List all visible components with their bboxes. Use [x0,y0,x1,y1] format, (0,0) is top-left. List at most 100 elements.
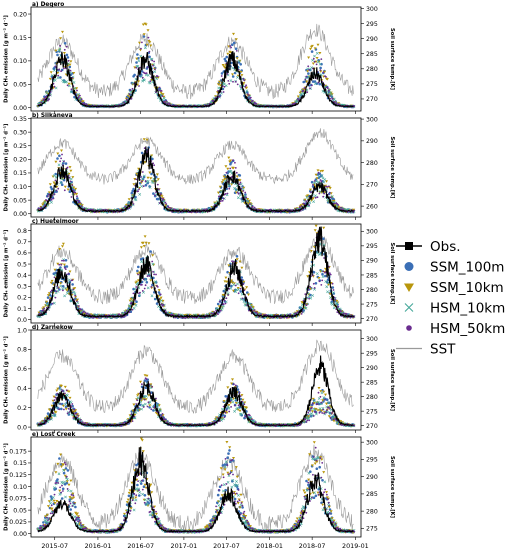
point [135,61,138,64]
point [323,192,325,195]
point [69,177,73,181]
point [135,66,138,69]
point [128,299,132,303]
point [144,241,148,245]
point [79,201,81,204]
point [222,91,225,93]
point [239,290,242,293]
point [304,293,307,295]
point [46,294,50,297]
point [349,316,352,319]
point [232,283,236,287]
point [56,262,60,266]
point [160,303,163,306]
sst-line [37,236,354,305]
point [239,70,243,74]
point [141,41,143,44]
obs-line [37,226,354,319]
point [54,271,57,275]
point [151,157,154,161]
point [304,306,308,310]
point [63,67,65,70]
point [331,291,335,295]
point [132,306,136,310]
point [142,138,146,141]
point [236,196,240,200]
point [82,310,85,313]
point [306,70,310,73]
point [150,172,153,176]
point [234,47,238,50]
point [322,180,326,184]
point [239,287,242,290]
point [233,260,235,263]
point [148,50,151,53]
point [157,89,160,91]
point [308,68,310,71]
point [144,183,148,187]
point [310,410,314,413]
point [335,301,339,305]
point [57,163,61,167]
point [144,284,147,287]
point [139,66,141,69]
point [147,394,151,397]
point [71,279,74,281]
point [152,192,155,195]
point [336,301,340,304]
point [236,75,239,79]
point [149,80,152,82]
point [134,195,137,199]
point [229,51,233,54]
point [220,417,224,420]
point [324,274,327,278]
point [148,406,151,409]
point [61,153,63,156]
point [315,272,319,276]
point [317,253,321,256]
point [310,44,314,48]
point [329,296,332,300]
point [313,60,316,63]
point [80,205,83,208]
point [322,390,326,394]
point [65,265,69,268]
point [61,30,64,34]
point [320,284,323,286]
point [64,402,67,406]
point [322,226,326,230]
point [47,195,49,198]
point [61,285,65,288]
point [150,294,154,298]
point [216,91,219,94]
point [140,184,144,188]
point [303,202,306,205]
y2-tick-label: 270 [366,96,378,103]
plot-content [36,224,356,320]
point [148,275,151,277]
point [141,171,144,173]
point [60,149,63,152]
point [319,69,322,71]
point [161,414,165,417]
point [148,55,151,59]
point [146,176,150,180]
point [81,100,85,103]
point [43,98,46,101]
point [155,302,159,305]
y-tick-label: 0.00 [13,105,27,112]
point [240,394,244,397]
point [125,314,127,317]
point [327,185,330,188]
point [232,166,235,170]
plot-frame [30,117,362,218]
point [92,208,94,211]
point [78,96,80,98]
point [318,62,322,66]
point [73,287,77,290]
point [165,311,168,314]
point [322,270,325,273]
y-tick-label: 0.00 [13,211,27,218]
point [135,57,139,61]
point [64,162,68,165]
